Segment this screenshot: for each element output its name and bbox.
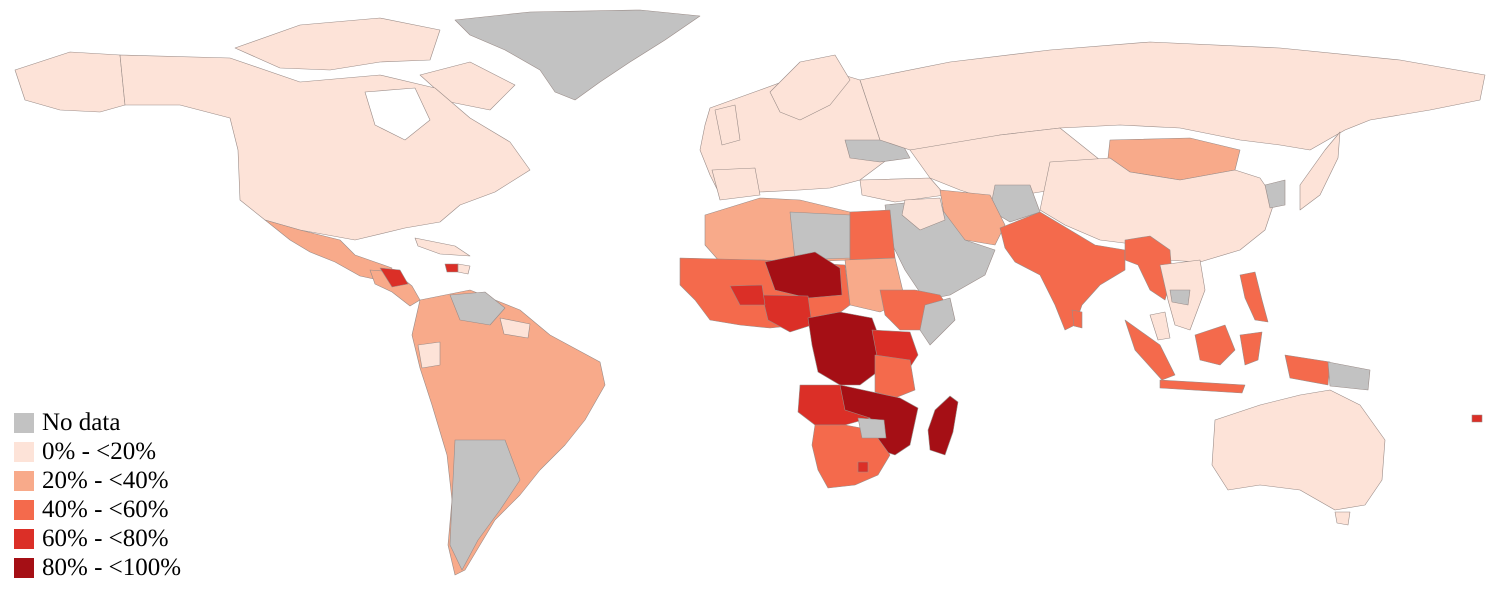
legend-item-80-100: 80% - <100% — [14, 553, 181, 582]
legend-item-40-60: 40% - <60% — [14, 495, 181, 524]
libya — [789, 211, 851, 261]
alaska — [14, 51, 126, 113]
korea — [1264, 179, 1286, 209]
nigeria — [761, 294, 813, 333]
legend-item-60-80: 60% - <80% — [14, 524, 181, 553]
papua — [1284, 354, 1331, 386]
legend-label: 40% - <60% — [42, 496, 169, 523]
iraq-syria — [901, 197, 946, 231]
legend-label: 20% - <40% — [42, 467, 169, 494]
niger-chad — [764, 251, 843, 299]
central-africa — [807, 311, 883, 386]
hudson-bay — [364, 87, 431, 141]
legend-swatch — [14, 557, 34, 578]
lesotho — [857, 461, 869, 473]
legend-label: 60% - <80% — [42, 525, 169, 552]
sri-lanka — [1071, 309, 1083, 329]
southern-africa — [811, 424, 891, 489]
malaysia — [1149, 311, 1171, 341]
legend-item-0-20: 0% - <20% — [14, 437, 181, 466]
scandinavia — [769, 54, 851, 121]
zimbabwe-botswana — [857, 417, 887, 439]
china — [1039, 157, 1276, 263]
haiti — [444, 263, 459, 273]
arabia — [884, 199, 996, 301]
canada-arctic-islands — [234, 17, 441, 71]
iberia — [711, 167, 761, 201]
india-pakistan — [999, 211, 1126, 331]
legend-swatch — [14, 441, 34, 462]
legend-label: No data — [42, 409, 121, 436]
cambodia — [1169, 289, 1191, 306]
venezuela — [449, 291, 506, 326]
legend-swatch — [14, 499, 34, 520]
egypt — [849, 209, 896, 261]
philippines — [1239, 271, 1269, 323]
somalia — [919, 297, 956, 346]
legend-item-20-40: 20% - <40% — [14, 466, 181, 495]
legend-item-no-data: No data — [14, 408, 181, 437]
russia — [859, 41, 1486, 151]
north-america-north — [119, 54, 531, 241]
java — [1159, 379, 1246, 394]
turkey — [859, 177, 946, 203]
sulawesi — [1239, 331, 1263, 366]
legend-swatch — [14, 528, 34, 549]
mali-burkina — [729, 284, 766, 306]
australia — [1211, 389, 1386, 511]
sumatra — [1124, 319, 1176, 381]
uk — [714, 104, 741, 146]
cuba — [414, 237, 471, 257]
japan — [1299, 131, 1341, 211]
guyana-suriname — [499, 317, 531, 339]
argentina — [449, 439, 521, 571]
fiji — [1471, 414, 1483, 423]
papua-new-guinea — [1327, 361, 1371, 391]
legend-label: 0% - <20% — [42, 438, 157, 465]
tasmania — [1334, 511, 1351, 526]
legend-swatch — [14, 470, 34, 491]
dominican-republic — [457, 263, 471, 275]
madagascar — [927, 395, 959, 456]
ecuador — [417, 341, 441, 369]
guatemala-honduras — [379, 267, 409, 288]
greenland — [454, 9, 701, 101]
bangladesh-myanmar — [1124, 235, 1173, 301]
legend: No data 0% - <20% 20% - <40% 40% - <60% … — [14, 408, 181, 582]
borneo — [1194, 324, 1236, 366]
legend-label: 80% - <100% — [42, 554, 182, 581]
legend-swatch — [14, 412, 34, 433]
kenya-tanzania — [874, 354, 916, 399]
